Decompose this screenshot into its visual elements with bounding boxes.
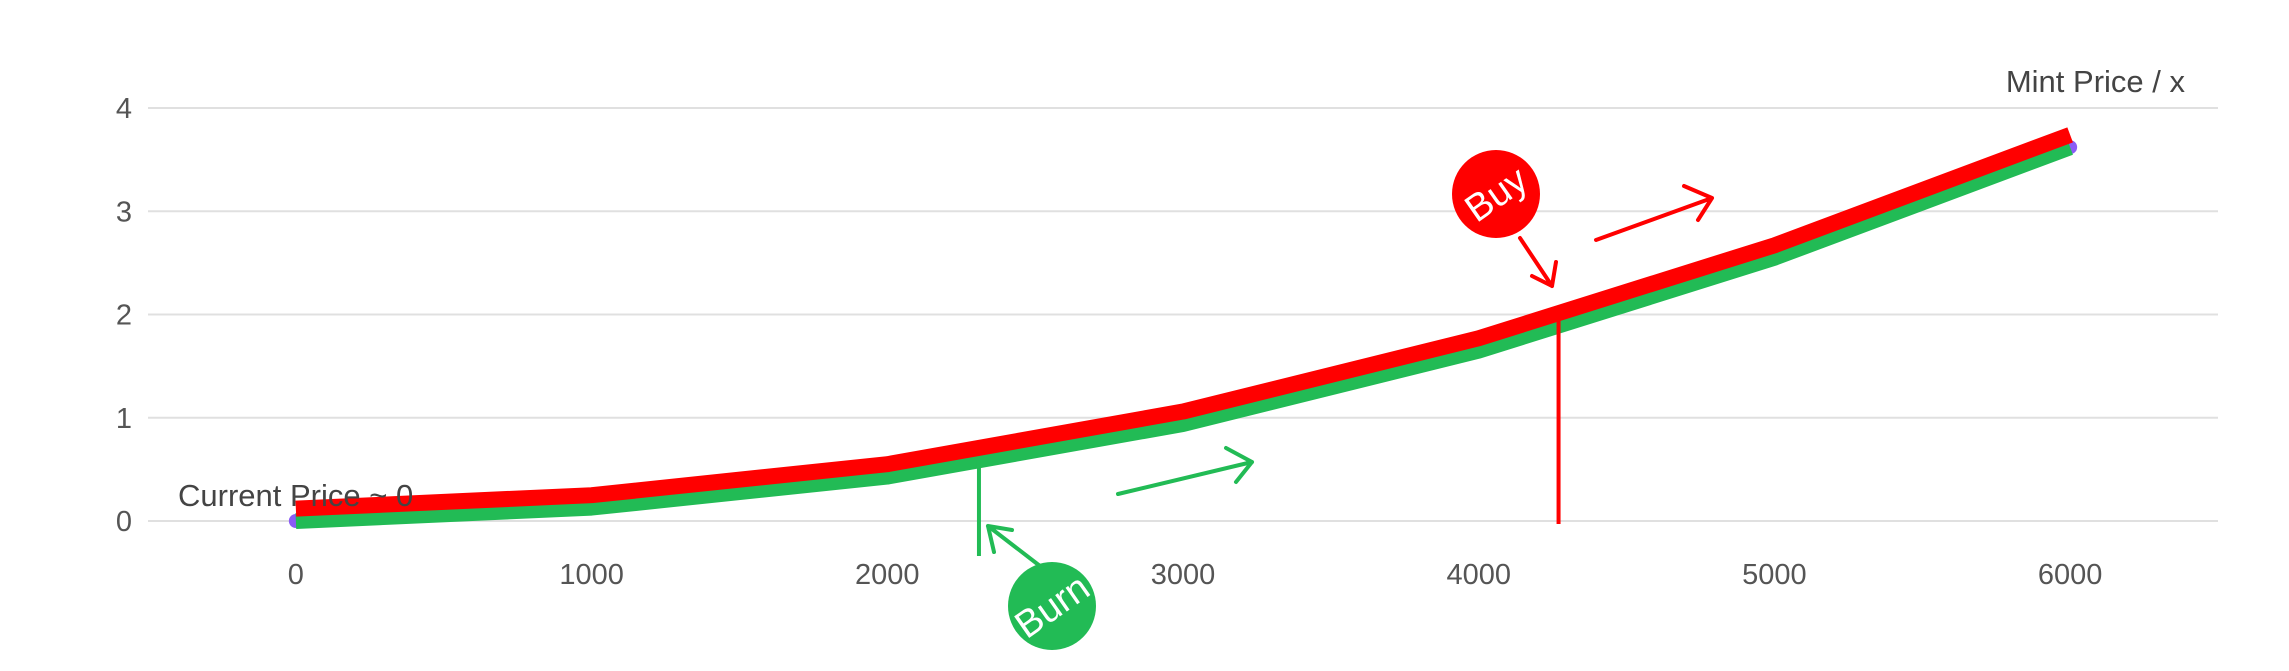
x-tick-label-3: 3000 bbox=[1151, 559, 1216, 591]
y-tick-label-3: 3 bbox=[116, 196, 132, 228]
y-tick-label-2: 2 bbox=[116, 300, 132, 332]
burn-arrow-icon bbox=[986, 524, 1042, 568]
x-tick-label-4: 4000 bbox=[1446, 559, 1511, 591]
grid-lines bbox=[148, 107, 2218, 522]
series-line-1 bbox=[295, 139, 2073, 529]
y-tick-label-0: 0 bbox=[116, 506, 132, 538]
y-tick-label-1: 1 bbox=[116, 403, 132, 435]
x-tick-label-5: 5000 bbox=[1742, 559, 1807, 591]
annotations: Mint Price / x Current Price ~ 0 Buy Bur… bbox=[178, 64, 2185, 650]
current-price-label: Current Price ~ 0 bbox=[178, 478, 413, 513]
burn-direction-arrow-icon bbox=[1116, 446, 1254, 496]
buy-direction-arrow-icon bbox=[1594, 184, 1714, 242]
y-tick-label-4: 4 bbox=[116, 93, 132, 125]
series-lines bbox=[288, 127, 2078, 529]
buy-badge bbox=[1452, 150, 1540, 238]
x-tick-label-1: 1000 bbox=[559, 559, 624, 591]
mint-price-label: Mint Price / x bbox=[2006, 64, 2186, 99]
y-axis-tick-labels: 0 1 2 3 4 bbox=[116, 93, 132, 538]
series-line-0 bbox=[295, 145, 2071, 523]
buy-arrow-icon bbox=[1518, 236, 1558, 288]
series-line-2 bbox=[295, 127, 2073, 517]
x-tick-label-6: 6000 bbox=[2038, 559, 2103, 591]
x-axis-tick-labels: 0 1000 2000 3000 4000 5000 6000 bbox=[288, 559, 2103, 591]
burn-badge bbox=[1008, 562, 1096, 650]
x-tick-label-2: 2000 bbox=[855, 559, 920, 591]
x-tick-label-0: 0 bbox=[288, 559, 304, 591]
